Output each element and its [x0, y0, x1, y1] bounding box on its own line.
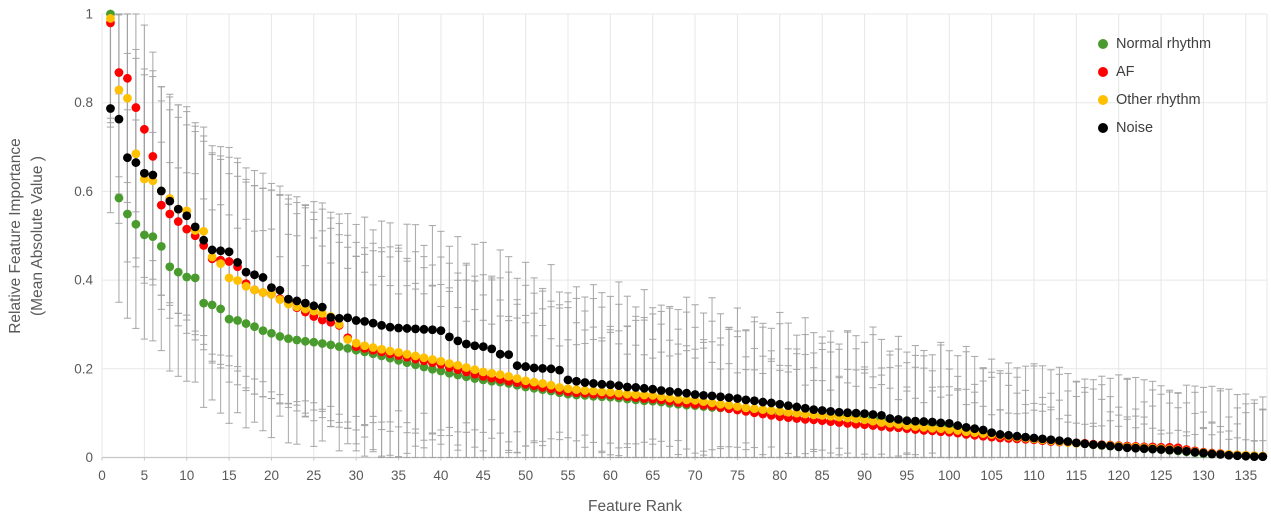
- svg-text:15: 15: [222, 468, 237, 483]
- y-axis-title-line2: (Mean Absolute Value ): [29, 156, 46, 316]
- svg-text:115: 115: [1066, 468, 1088, 483]
- y-tick-labels: 0 0.2 0.4 0.6 0.8 1: [74, 7, 93, 466]
- svg-text:100: 100: [938, 468, 961, 483]
- svg-text:10: 10: [179, 468, 194, 483]
- svg-text:0.4: 0.4: [74, 273, 93, 288]
- legend-label-af: AF: [1116, 64, 1135, 80]
- svg-text:120: 120: [1107, 468, 1130, 483]
- svg-text:80: 80: [772, 468, 787, 483]
- svg-text:20: 20: [264, 468, 279, 483]
- svg-text:0: 0: [85, 450, 93, 465]
- svg-text:50: 50: [518, 468, 533, 483]
- svg-text:95: 95: [899, 468, 914, 483]
- svg-text:35: 35: [391, 468, 406, 483]
- svg-text:5: 5: [141, 468, 149, 483]
- svg-text:75: 75: [730, 468, 745, 483]
- svg-text:40: 40: [433, 468, 448, 483]
- legend-item-noise: Noise: [1098, 114, 1211, 142]
- svg-text:0.6: 0.6: [74, 184, 93, 199]
- svg-text:25: 25: [306, 468, 321, 483]
- y-axis-title: Relative Feature Importance (Mean Absolu…: [5, 6, 51, 466]
- legend-item-af: AF: [1098, 58, 1211, 86]
- legend-label-noise: Noise: [1116, 120, 1154, 136]
- series-noise: [106, 104, 1268, 462]
- svg-text:85: 85: [815, 468, 830, 483]
- legend-marker-normal-rhythm-icon: [1098, 39, 1108, 49]
- svg-text:55: 55: [560, 468, 575, 483]
- legend-marker-af-icon: [1098, 67, 1108, 77]
- svg-text:30: 30: [349, 468, 364, 483]
- svg-text:125: 125: [1150, 468, 1173, 483]
- x-axis-title: Feature Rank: [588, 498, 682, 515]
- svg-text:110: 110: [1023, 468, 1045, 483]
- legend-marker-other-rhythm-icon: [1098, 95, 1108, 105]
- svg-text:135: 135: [1235, 468, 1258, 483]
- svg-text:70: 70: [688, 468, 703, 483]
- svg-text:90: 90: [857, 468, 872, 483]
- legend-marker-noise-icon: [1098, 123, 1108, 133]
- svg-text:0: 0: [98, 468, 106, 483]
- legend-item-normal-rhythm: Normal rhythm: [1098, 30, 1211, 58]
- legend: Normal rhythm AF Other rhythm Noise: [1098, 30, 1211, 142]
- legend-label-other-rhythm: Other rhythm: [1116, 92, 1201, 108]
- svg-text:65: 65: [645, 468, 660, 483]
- legend-item-other-rhythm: Other rhythm: [1098, 86, 1211, 114]
- svg-text:105: 105: [980, 468, 1003, 483]
- svg-text:0.8: 0.8: [74, 95, 93, 110]
- svg-text:60: 60: [603, 468, 618, 483]
- svg-text:45: 45: [476, 468, 491, 483]
- svg-text:130: 130: [1192, 468, 1215, 483]
- x-tick-labels: 0 5 10 15 20 25 30 35 40 45 50 55 60 65 70 75 80 85 90 95 10…: [98, 468, 1257, 483]
- y-axis-title-line1: Relative Feature Importance: [7, 138, 24, 334]
- legend-label-normal-rhythm: Normal rhythm: [1116, 36, 1212, 52]
- svg-text:0.2: 0.2: [74, 361, 93, 376]
- svg-text:1: 1: [85, 7, 93, 22]
